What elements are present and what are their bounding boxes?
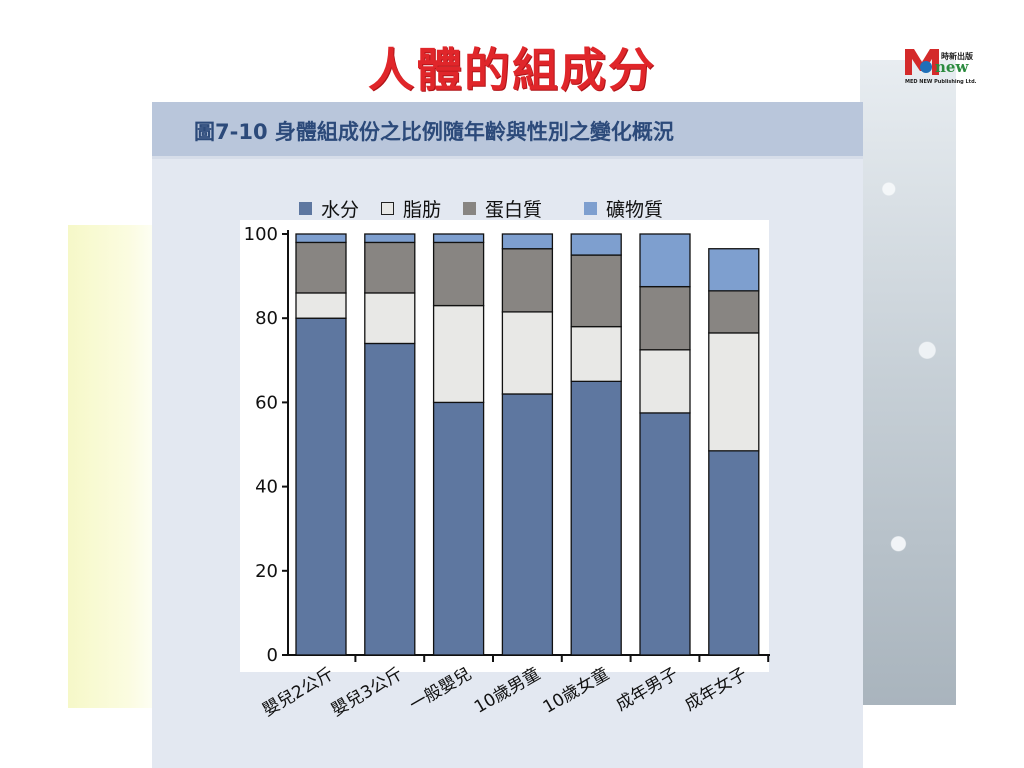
background-water-drops-decoration — [860, 60, 956, 705]
y-tick-label: 40 — [255, 477, 278, 498]
y-tick-label: 80 — [255, 308, 278, 329]
bar-segment — [708, 290, 760, 334]
bar-segment — [570, 254, 622, 328]
x-tick-label: 嬰兒3公斤 — [328, 664, 406, 721]
logo-subtitle: MED NEW Publishing Ltd. — [905, 79, 977, 85]
logo-chinese-text: 時新出版 — [941, 51, 973, 61]
bar-segment — [639, 285, 691, 351]
bar-segment — [295, 241, 347, 294]
bar-segment — [364, 342, 416, 656]
legend-label-mineral: 礦物質 — [606, 198, 664, 221]
legend-swatch-fat — [381, 201, 395, 215]
logo-new-text: new — [935, 58, 969, 76]
bar-segment — [501, 248, 554, 313]
legend-swatch-water — [299, 201, 312, 215]
bar-segment — [432, 233, 485, 244]
bar-segment — [501, 311, 554, 395]
bar-segment — [570, 325, 622, 382]
legend-item-water: 水分 — [299, 195, 359, 222]
bar-segment — [364, 292, 416, 345]
bar-segment — [432, 241, 485, 307]
legend-item-protein: 蛋白質 — [463, 195, 542, 222]
slide-title: 人體的組成分 — [368, 43, 656, 97]
y-tick-label: 100 — [244, 224, 278, 245]
logo-m-mark-icon — [905, 49, 939, 75]
x-tick-label: 成年女子 — [681, 664, 750, 715]
bar-segment — [432, 401, 485, 656]
legend-item-mineral: 礦物質 — [584, 195, 663, 222]
legend-label-fat: 脂肪 — [403, 198, 442, 221]
legend-swatch-protein — [463, 201, 477, 215]
x-tick-label: 10歲男童 — [471, 664, 544, 718]
bar-segment — [501, 393, 554, 656]
legend-label-protein: 蛋白質 — [485, 198, 543, 221]
bar-segment — [570, 380, 622, 656]
legend-swatch-mineral — [584, 201, 598, 215]
figure-title: 圖7-10 身體組成份之比例隨年齡與性別之變化概況 — [194, 120, 674, 144]
background-lemon-decoration — [68, 225, 168, 708]
bar-segment — [295, 233, 347, 244]
x-tick-label: 嬰兒2公斤 — [259, 664, 337, 721]
bar-segment — [708, 332, 760, 452]
bar-segment — [639, 349, 691, 414]
bar-segment — [295, 317, 347, 656]
bar-segment — [639, 233, 691, 288]
bar-segment — [364, 241, 416, 294]
figure-header: 圖7-10 身體組成份之比例隨年齡與性別之變化概況 — [152, 102, 863, 159]
bar-segment — [570, 233, 622, 256]
legend-label-water: 水分 — [321, 198, 360, 221]
publisher-logo: 時新出版 new MED NEW Publishing Ltd. — [905, 49, 987, 91]
x-tick-label: 一般嬰兒 — [406, 664, 475, 715]
y-tick-label: 20 — [255, 561, 278, 582]
x-tick-label: 成年男子 — [613, 664, 682, 715]
bar-segment — [708, 450, 760, 656]
bar-segment — [295, 292, 347, 319]
bar-segment — [501, 233, 554, 250]
y-tick-label: 0 — [267, 645, 278, 666]
bar-segment — [708, 248, 760, 292]
chart-legend: 水分 脂肪 蛋白質 礦物質 — [299, 195, 685, 221]
bar-segment — [639, 412, 691, 656]
bar-segment — [364, 233, 416, 244]
y-tick-label: 60 — [255, 392, 278, 413]
legend-item-fat: 脂肪 — [381, 195, 441, 222]
x-tick-label: 10歲女童 — [540, 664, 613, 718]
bar-segment — [432, 304, 485, 404]
